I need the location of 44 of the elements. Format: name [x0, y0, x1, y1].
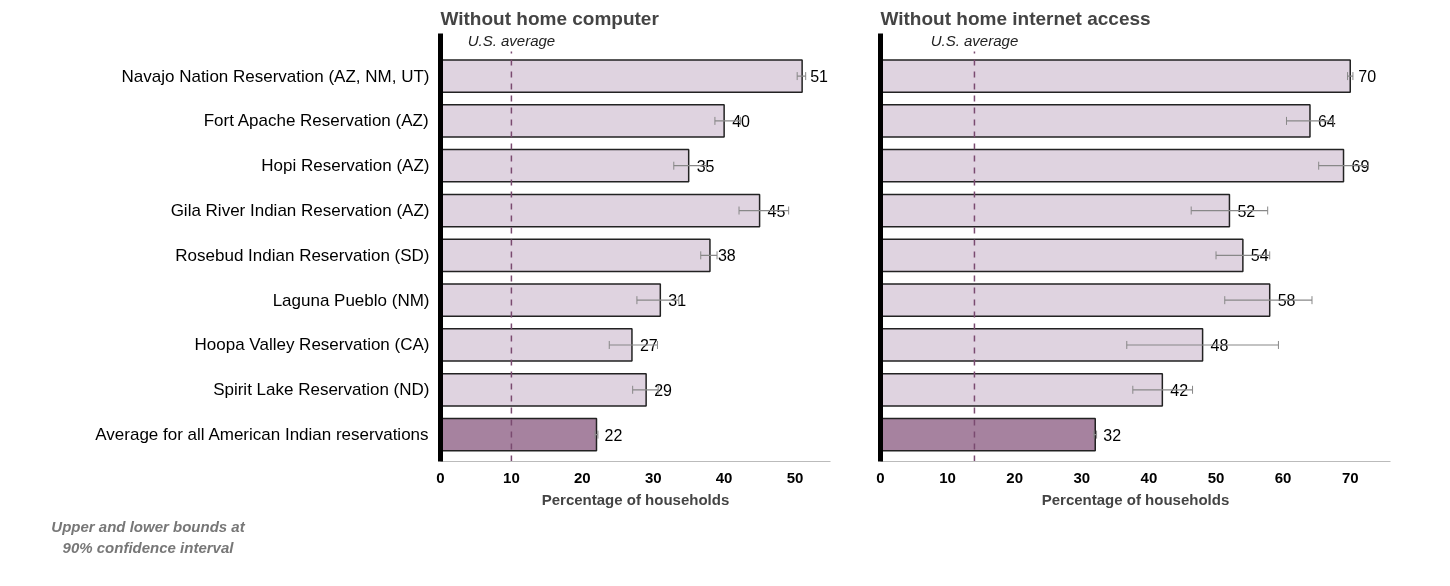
x-tick-label: 60	[1274, 468, 1292, 486]
data-label: 58	[1277, 292, 1296, 310]
data-label: 35	[696, 157, 715, 175]
x-tick-label: 0	[876, 468, 885, 486]
data-label: 29	[654, 381, 673, 399]
x-tick-label: 70	[1341, 468, 1359, 486]
y-tick-label: Hoopa Valley Reservation (CA)	[194, 335, 430, 355]
y-tick-label: Gila River Indian Reservation (AZ)	[170, 201, 430, 221]
ref-line-label: U.S. average	[467, 32, 556, 50]
y-tick-label: Laguna Pueblo (NM)	[272, 290, 430, 310]
x-tick-label: 40	[715, 468, 733, 486]
y-tick-label: Navajo Nation Reservation (AZ, NM, UT)	[121, 66, 430, 86]
x-tick-label: 50	[1207, 468, 1225, 486]
y-tick-label: Hopi Reservation (AZ)	[261, 156, 430, 176]
data-label: 48	[1210, 336, 1229, 354]
y-tick-label: Spirit Lake Reservation (ND)	[213, 380, 430, 400]
data-label: 22	[604, 426, 623, 444]
text: Upper and lower bounds at 90% confidence interval	[50, 517, 247, 559]
data-label: 51	[810, 68, 829, 86]
x-tick-label: 20	[573, 468, 591, 486]
x-tick-label: 30	[1073, 468, 1091, 486]
data-label: 42	[1170, 381, 1189, 399]
chart-title: Without home computer	[440, 7, 660, 29]
data-label: 38	[717, 247, 736, 265]
data-label: 40	[732, 112, 751, 130]
data-label: 31	[668, 292, 687, 310]
y-tick-label: Rosebud Indian Reservation (SD)	[175, 245, 430, 265]
y-tick-label: Fort Apache Reservation (AZ)	[203, 111, 429, 131]
data-label: 70	[1358, 68, 1377, 86]
x-tick-label: 0	[436, 468, 445, 486]
chart-title: Without home internet access	[880, 7, 1151, 29]
x-tick-label: 40	[1140, 468, 1158, 486]
x-axis-title: Percentage of households	[1041, 490, 1230, 508]
x-tick-label: 50	[786, 468, 804, 486]
x-tick-label: 10	[503, 468, 520, 486]
data-label: 32	[1103, 426, 1122, 444]
x-tick-label: 30	[644, 468, 662, 486]
x-tick-label: 20	[1006, 468, 1024, 486]
y-tick-label: Average for all American Indian reservations	[95, 425, 429, 445]
x-axis-title: Percentage of households	[541, 490, 730, 508]
ref-line-label: U.S. average	[930, 32, 1019, 50]
data-label: 64	[1317, 112, 1336, 130]
x-tick-label: 10	[939, 468, 956, 486]
data-label: 27	[639, 336, 658, 354]
